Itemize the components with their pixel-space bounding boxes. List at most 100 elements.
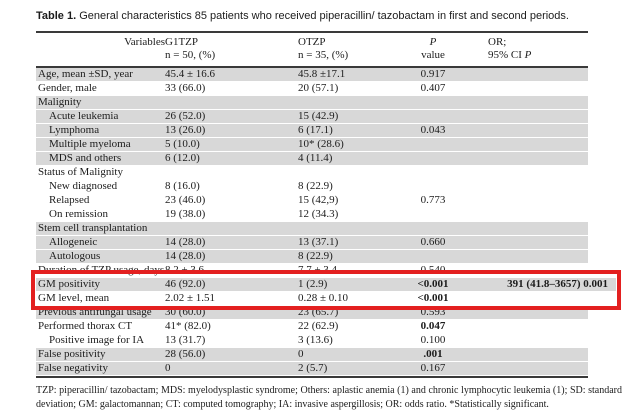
table-row: Acute leukemia 26 (52.0) 15 (42.9)	[36, 110, 588, 124]
otzp-value	[298, 166, 400, 179]
variable-label: Age, mean ±SD, year	[38, 68, 133, 80]
table-row: GM level, mean 2.02 ± 1.51 0.28 ± 0.10 <…	[36, 292, 588, 306]
otzp-value	[298, 222, 400, 235]
or-ci-value	[466, 236, 588, 249]
otzp-value: 0	[298, 348, 304, 360]
otzp-value: 13 (37.1)	[298, 236, 339, 248]
variable-label: Performed thorax CT	[38, 320, 133, 332]
table-header-rule	[36, 66, 588, 68]
table-row: Stem cell transplantation	[36, 222, 588, 236]
otzp-value: 8 (22.9)	[298, 180, 333, 192]
g1tzp-value: 13 (31.7)	[165, 334, 206, 346]
or-ci-value	[466, 334, 588, 347]
p-value: 0.100	[420, 334, 446, 346]
variable-label: False positivity	[38, 348, 106, 360]
variable-label: False negativity	[38, 362, 108, 374]
table-footnote: TZP: piperacillin/ tazobactam; MDS: myel…	[36, 385, 622, 410]
or-ci-value	[466, 320, 588, 333]
g1tzp-value: 14 (28.0)	[165, 250, 206, 262]
otzp-value: 45.8 ±17.1	[298, 68, 346, 80]
p-value	[400, 208, 466, 221]
g1tzp-value: 23 (46.0)	[165, 194, 206, 206]
g1tzp-value: 5 (10.0)	[165, 138, 200, 150]
variable-label: New diagnosed	[49, 180, 118, 192]
g1tzp-value	[165, 222, 298, 235]
variable-label: Allogeneic	[49, 236, 98, 248]
p-value: 0.167	[420, 362, 446, 374]
g1tzp-value	[165, 166, 298, 179]
variable-label: Lymphoma	[49, 124, 100, 136]
g1tzp-value: 33 (66.0)	[165, 82, 206, 94]
or-ci-value	[466, 250, 588, 263]
p-value: 0.043	[420, 124, 446, 136]
p-value: 0.660	[420, 236, 446, 248]
g1tzp-value: 19 (38.0)	[165, 208, 206, 220]
variable-label: Stem cell transplantation	[38, 222, 148, 234]
or-ci-value	[466, 362, 588, 375]
table-row: Status of Malignity	[36, 166, 588, 180]
table-row: GM positivity 46 (92.0) 1 (2.9) <0.001 3…	[36, 278, 616, 292]
or-ci-value	[466, 96, 588, 109]
table-body: Age, mean ±SD, year 45.4 ± 16.6 45.8 ±17…	[36, 68, 616, 376]
or-ci-value	[466, 68, 588, 81]
table-row: MDS and others 6 (12.0) 4 (11.4)	[36, 152, 588, 166]
p-value: <0.001	[417, 292, 449, 304]
g1tzp-value: 0	[165, 362, 171, 374]
g1tzp-value: 8 (16.0)	[165, 180, 200, 192]
variable-label: On remission	[49, 208, 108, 220]
p-value	[400, 138, 466, 151]
p-value: 0.407	[420, 82, 446, 94]
table-row: Autologous 14 (28.0) 8 (22.9)	[36, 250, 588, 264]
variable-label: Relapsed	[49, 194, 90, 206]
g1tzp-value: 45.4 ± 16.6	[165, 68, 216, 80]
otzp-value: 4 (11.4)	[298, 152, 333, 164]
g1tzp-value: 6 (12.0)	[165, 152, 200, 164]
table-row: Lymphoma 13 (26.0) 6 (17.1) 0.043	[36, 124, 588, 138]
p-value	[400, 166, 466, 179]
p-value: 0.917	[420, 68, 446, 80]
variable-label: Status of Malignity	[38, 166, 123, 178]
g1tzp-value: 28 (56.0)	[165, 348, 206, 360]
table-row: New diagnosed 8 (16.0) 8 (22.9)	[36, 180, 588, 194]
highlight-annotation-box	[31, 270, 621, 310]
variable-label: Autologous	[49, 250, 101, 262]
otzp-value: 0.28 ± 0.10	[298, 292, 349, 304]
table-bottom-rule	[36, 376, 588, 378]
table-caption-text: General characteristics 85 patients who …	[79, 10, 569, 22]
table-row: Allogeneic 14 (28.0) 13 (37.1) 0.660	[36, 236, 588, 250]
otzp-value: 10* (28.6)	[298, 138, 344, 150]
p-value: <0.001	[417, 278, 449, 290]
table-row: False negativity 0 2 (5.7) 0.167	[36, 362, 588, 376]
or-ci-value: 391 (41.8–3657) 0.001	[507, 278, 608, 290]
p-value	[400, 180, 466, 193]
otzp-value: 6 (17.1)	[298, 124, 333, 136]
column-header-g1tzp: G1TZP n = 50, (%)	[165, 36, 216, 61]
otzp-value: 2 (5.7)	[298, 362, 328, 374]
p-value	[400, 250, 466, 263]
variable-label: Gender, male	[38, 82, 97, 94]
column-header-variables: Variables	[124, 36, 165, 48]
otzp-value: 15 (42.9)	[298, 110, 339, 122]
g1tzp-value: 46 (92.0)	[165, 278, 206, 290]
variable-label: Positive image for IA	[49, 334, 145, 346]
variable-label: GM positivity	[38, 278, 101, 290]
p-value	[400, 110, 466, 123]
g1tzp-value: 26 (52.0)	[165, 110, 206, 122]
or-ci-value	[466, 82, 588, 95]
otzp-value: 3 (13.6)	[298, 334, 333, 346]
variable-label: MDS and others	[49, 152, 122, 164]
otzp-value: 22 (62.9)	[298, 320, 339, 332]
p-value	[400, 222, 466, 235]
or-ci-value	[466, 152, 588, 165]
p-value: 0.773	[420, 194, 446, 206]
otzp-value: 15 (42,9)	[298, 194, 339, 206]
g1tzp-value: 2.02 ± 1.51	[165, 292, 216, 304]
or-ci-value	[466, 194, 588, 207]
otzp-value: 12 (34.3)	[298, 208, 339, 220]
p-value	[400, 96, 466, 109]
or-ci-value	[466, 180, 588, 193]
or-ci-value	[466, 348, 588, 361]
table-row: Relapsed 23 (46.0) 15 (42,9) 0.773	[36, 194, 588, 208]
p-value: .001	[423, 348, 443, 360]
table-top-rule	[36, 31, 588, 33]
